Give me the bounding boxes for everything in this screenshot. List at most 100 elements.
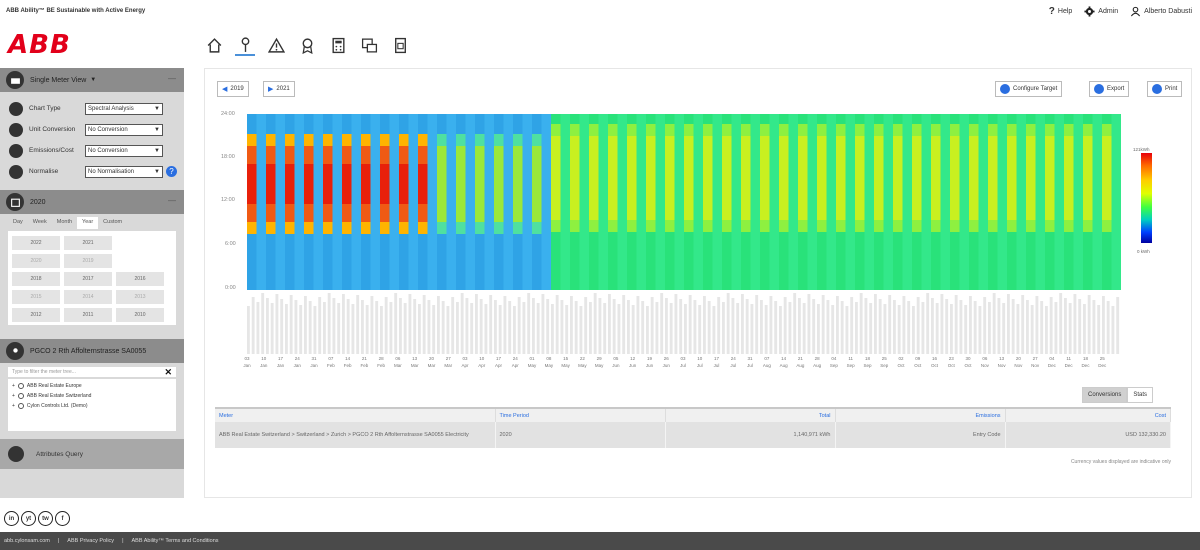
location-icon bbox=[6, 342, 24, 360]
x-tick-label: 11 Dec bbox=[1064, 356, 1073, 368]
tab-day[interactable]: Day bbox=[13, 219, 23, 225]
attributes-query[interactable]: Attributes Query bbox=[0, 439, 184, 469]
year-cell[interactable]: 2012 bbox=[12, 308, 60, 322]
abb-logo[interactable]: ABB bbox=[8, 30, 71, 60]
prev-year-button[interactable]: ◀ 2019 bbox=[217, 81, 249, 97]
heatmap-cell bbox=[788, 302, 792, 354]
heatmap-cell bbox=[456, 146, 466, 222]
home-icon[interactable] bbox=[204, 34, 224, 56]
y-tick: 0:00 bbox=[225, 285, 236, 291]
heatmap-cell bbox=[389, 114, 399, 290]
expand-icon[interactable]: + bbox=[12, 403, 15, 409]
x-tick-label: 28 Aug bbox=[813, 356, 822, 368]
x-tick-label: 10 Apr bbox=[478, 356, 486, 368]
x-tick-label: 18 Sep bbox=[863, 356, 872, 368]
tab-year[interactable]: Year bbox=[77, 217, 99, 229]
chevron-down-icon: ▼ bbox=[154, 147, 160, 154]
close-icon[interactable]: ✕ bbox=[164, 366, 172, 377]
heatmap-cell bbox=[1040, 301, 1044, 354]
tab-week[interactable]: Week bbox=[32, 219, 47, 225]
linkedin-icon[interactable]: in bbox=[4, 511, 19, 526]
next-year-button[interactable]: ▶ 2021 bbox=[263, 81, 295, 97]
twitter-icon[interactable]: tw bbox=[38, 511, 53, 526]
heatmap-cell bbox=[641, 301, 645, 354]
year-cell[interactable]: 2022 bbox=[12, 236, 60, 250]
print-button[interactable]: Print bbox=[1147, 81, 1183, 97]
heatmap-cell bbox=[598, 114, 608, 290]
heatmap-cell bbox=[1078, 299, 1082, 354]
alert-icon[interactable] bbox=[266, 34, 286, 56]
badge-icon[interactable] bbox=[297, 34, 317, 56]
facebook-icon[interactable]: f bbox=[55, 511, 70, 526]
collapse-icon[interactable]: — bbox=[168, 196, 176, 205]
year-cell[interactable]: 2011 bbox=[64, 308, 112, 322]
tree-item[interactable]: + Cylon Controls Ltd. (Demo) bbox=[12, 403, 88, 409]
youtube-icon[interactable]: yt bbox=[21, 511, 36, 526]
footer-link-privacy[interactable]: ABB Privacy Policy bbox=[67, 538, 115, 544]
year-cell[interactable]: 2018 bbox=[12, 272, 60, 286]
year-cell[interactable]: 2020 bbox=[12, 254, 60, 268]
heatmap-cell bbox=[840, 301, 844, 354]
single-meter-view-header[interactable]: Single Meter View ▼ — bbox=[0, 68, 184, 92]
tree-item[interactable]: + ABB Real Estate Switzerland bbox=[12, 393, 92, 399]
meter-filter-input[interactable]: Type to filter the meter tree... ✕ bbox=[8, 367, 176, 377]
tab-custom[interactable]: Custom bbox=[103, 219, 123, 225]
emissions-cost-select[interactable]: No Conversion ▼ bbox=[85, 144, 163, 157]
tab-month[interactable]: Month bbox=[56, 219, 73, 225]
tree-item[interactable]: + ABB Real Estate Europe bbox=[12, 383, 82, 389]
year-cell[interactable]: 2013 bbox=[116, 290, 164, 304]
heatmap-cell bbox=[969, 296, 972, 354]
col-emissions[interactable]: Emissions bbox=[835, 407, 1006, 422]
meter-icon[interactable] bbox=[235, 34, 255, 56]
footer-link-terms[interactable]: ABB Ability™ Terms and Conditions bbox=[131, 538, 219, 544]
chart-type-select[interactable]: Spectral Analysis ▼ bbox=[85, 102, 163, 115]
heatmap-cell bbox=[1102, 136, 1112, 220]
stats-toggle[interactable]: Stats bbox=[1127, 387, 1154, 403]
collapse-icon[interactable]: — bbox=[168, 74, 176, 83]
admin-link[interactable]: Admin bbox=[1084, 6, 1118, 17]
year-cell[interactable]: 2017 bbox=[64, 272, 112, 286]
meter-header[interactable]: PGCO 2 Rth Affolternstrasse SA0055 bbox=[0, 339, 184, 363]
help-link[interactable]: ? Help bbox=[1048, 6, 1073, 17]
year-cell[interactable]: 2015 bbox=[12, 290, 60, 304]
unit-conversion-select[interactable]: No Conversion ▼ bbox=[85, 123, 163, 136]
heatmap-cell bbox=[441, 301, 445, 354]
expand-icon[interactable]: + bbox=[12, 383, 15, 389]
expand-icon[interactable]: + bbox=[12, 393, 15, 399]
conversions-toggle[interactable]: Conversions bbox=[1082, 387, 1128, 403]
col-meter[interactable]: Meter bbox=[215, 407, 496, 422]
export-button[interactable]: Export bbox=[1089, 81, 1130, 97]
user-menu[interactable]: Alberto Dabusti bbox=[1130, 6, 1192, 17]
year-cell[interactable]: 2010 bbox=[116, 308, 164, 322]
calculator-icon[interactable] bbox=[328, 34, 348, 56]
heatmap-cell bbox=[845, 306, 849, 354]
normalise-select[interactable]: No Normalisation ▼ bbox=[85, 165, 163, 178]
year-cell[interactable]: 2014 bbox=[64, 290, 112, 304]
heatmap-cell bbox=[722, 302, 725, 354]
footer-link-site[interactable]: abb.cylonsam.com bbox=[4, 538, 50, 544]
heatmap-cell bbox=[1111, 306, 1115, 354]
col-cost[interactable]: Cost bbox=[1005, 407, 1171, 422]
x-tick-label: 20 Mar bbox=[427, 356, 436, 368]
report-icon[interactable] bbox=[359, 34, 379, 56]
col-total[interactable]: Total bbox=[665, 407, 836, 422]
year-cell[interactable]: 2016 bbox=[116, 272, 164, 286]
table-row[interactable]: ABB Real Estate Switzerland > Switzerlan… bbox=[215, 422, 1171, 448]
heatmap-cell bbox=[275, 294, 279, 354]
heatmap-cell bbox=[593, 293, 597, 354]
help-icon[interactable]: ? bbox=[166, 166, 177, 177]
heatmap-cell bbox=[817, 304, 820, 354]
year-cell[interactable]: 2021 bbox=[64, 236, 112, 250]
heatmap-cell bbox=[959, 114, 969, 290]
document-icon[interactable] bbox=[390, 34, 410, 56]
year-cell[interactable]: 2019 bbox=[64, 254, 112, 268]
heatmap-cell bbox=[1064, 298, 1067, 354]
heatmap-cell bbox=[342, 294, 345, 354]
table-header-row: Meter Time Period Total Emissions Cost bbox=[215, 407, 1171, 422]
period-header[interactable]: 2020 — bbox=[0, 190, 184, 214]
col-time-period[interactable]: Time Period bbox=[495, 407, 666, 422]
heatmap-cell bbox=[418, 304, 421, 354]
heatmap-cell bbox=[1026, 300, 1029, 354]
heatmap-cell bbox=[361, 164, 371, 204]
configure-target-button[interactable]: Configure Target bbox=[995, 81, 1063, 97]
